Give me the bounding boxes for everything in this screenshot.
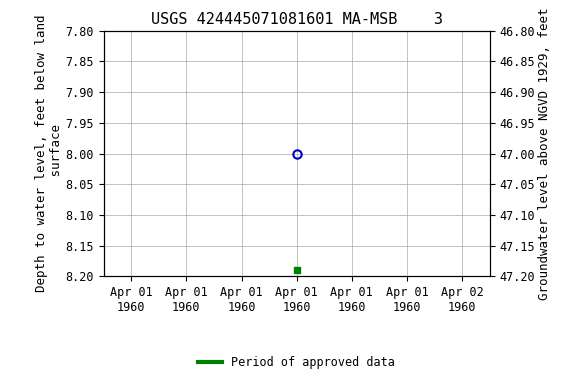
Legend: Period of approved data: Period of approved data (194, 351, 400, 374)
Title: USGS 424445071081601 MA-MSB    3: USGS 424445071081601 MA-MSB 3 (151, 12, 442, 27)
Y-axis label: Depth to water level, feet below land
 surface: Depth to water level, feet below land su… (35, 15, 63, 292)
Y-axis label: Groundwater level above NGVD 1929, feet: Groundwater level above NGVD 1929, feet (538, 7, 551, 300)
